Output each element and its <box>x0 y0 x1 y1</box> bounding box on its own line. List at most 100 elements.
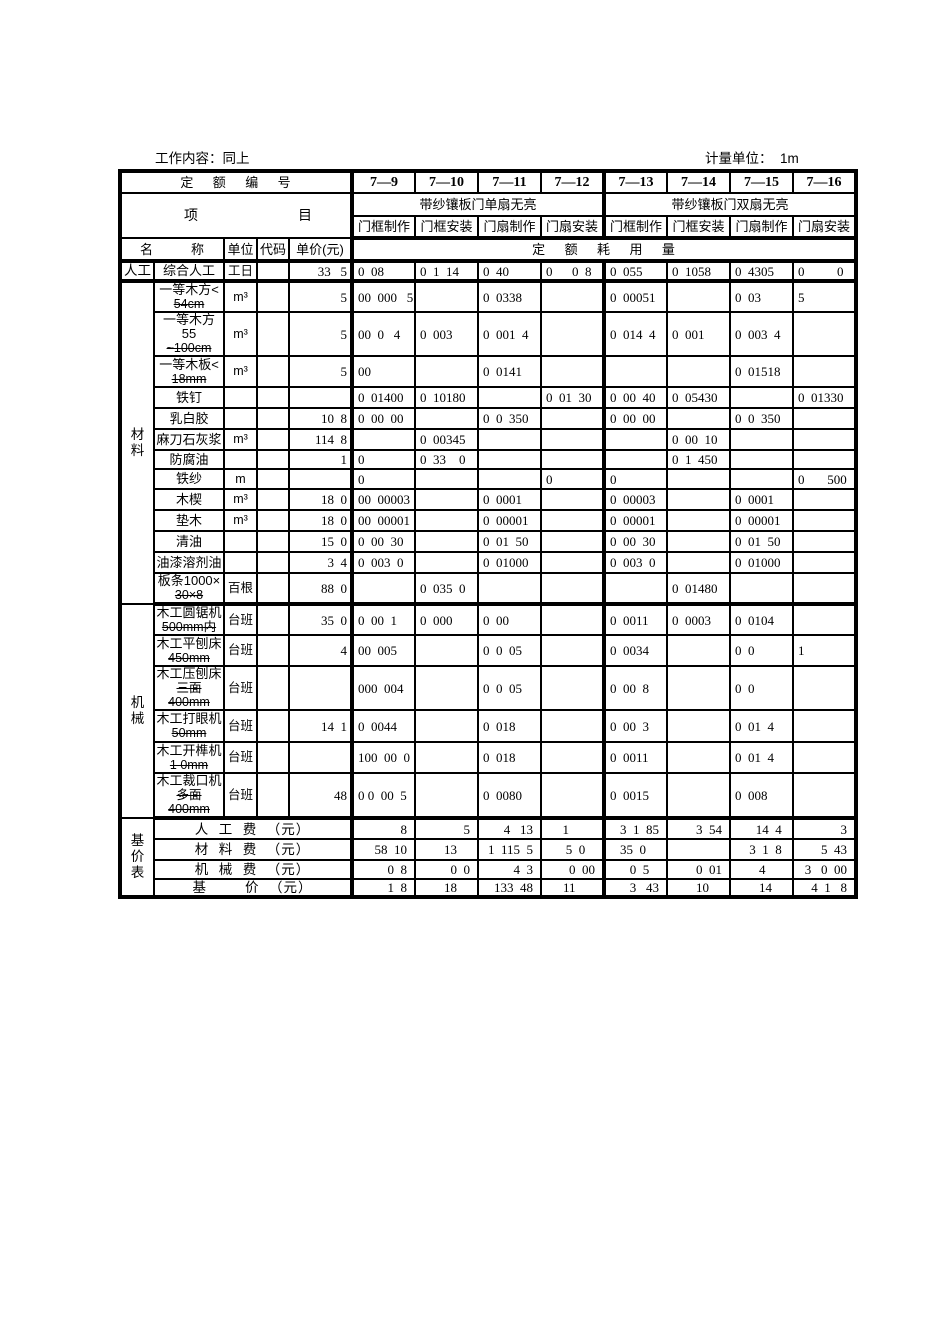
column-header-row: 名 称 单位 代码 单价(元) 定 额 耗 用 量 <box>119 237 858 263</box>
sub-header-row: 门框制作 门框安装 门扇制作 门扇安装 门框制作 门框安装 门扇制作 门扇安装 <box>120 215 858 240</box>
value-cell: 0 035 0 <box>414 572 480 606</box>
price-cell <box>287 468 354 490</box>
value-cell: 11 <box>540 878 606 898</box>
value-cell <box>540 355 606 388</box>
sub-header: 门框制作 <box>602 215 669 240</box>
item-name-line1: 木工平刨床 <box>156 635 222 651</box>
cost-row-label: 机 械 费 （元） <box>152 859 354 880</box>
value-cell <box>414 355 480 388</box>
value-cell: 0 05430 <box>666 386 732 409</box>
value-cell: 0 055 <box>602 260 669 283</box>
item-name: 垫木 <box>153 509 225 532</box>
value-cell: 0 0104 <box>729 603 795 636</box>
value-cell: 0 01400 <box>350 386 417 409</box>
value-cell: 0 <box>602 468 669 490</box>
quota-code: 7—12 <box>540 170 606 194</box>
value-cell <box>729 572 795 606</box>
value-cell: 18 <box>414 878 480 898</box>
value-cell: 0 01000 <box>729 551 795 574</box>
value-cell <box>666 355 732 388</box>
section-label: 人工 <box>119 260 155 283</box>
code-cell <box>256 355 290 388</box>
item-name-line1: 木工压刨床 <box>156 666 222 681</box>
value-cell: 0 00001 <box>477 509 543 532</box>
unit-cell <box>223 449 258 470</box>
work-content-note: 工作内容：同上 <box>155 151 250 166</box>
value-cell <box>540 603 606 636</box>
code-cell <box>256 468 290 490</box>
value-cell <box>414 741 480 774</box>
value-cell: 0 001 <box>666 311 732 357</box>
value-cell <box>477 428 543 451</box>
value-cell: 0 0141 <box>477 355 543 388</box>
value-cell <box>729 386 795 409</box>
value-cell: 0 0001 <box>477 488 543 511</box>
code-cell <box>256 488 290 511</box>
value-cell <box>540 428 606 451</box>
table-row: 麻刀石灰浆 m³ 114 8 0 00345 0 00 10 <box>120 428 858 451</box>
value-cell: 0 01 4 <box>729 741 795 774</box>
item-name: 铁纱 <box>153 468 225 490</box>
value-cell: 133 48 <box>477 878 543 898</box>
value-cell: 0 008 <box>729 772 795 820</box>
value-cell: 35 0 <box>602 838 669 861</box>
value-cell <box>540 449 606 470</box>
value-cell: 0 1 450 <box>666 449 732 470</box>
value-cell: 00 005 <box>350 634 417 667</box>
price-column-label: 单价(元) <box>287 237 354 263</box>
item-name-line1: 乳白胶 <box>169 410 209 426</box>
value-cell: 10 <box>666 878 732 898</box>
code-cell <box>256 665 290 711</box>
value-cell <box>792 407 858 430</box>
value-cell: 4 13 <box>477 817 543 840</box>
quota-table: 定 额 编 号 7—9 7—10 7—11 7—12 7—13 7—14 7—1… <box>118 169 859 899</box>
value-cell: 3 1 85 <box>602 817 669 840</box>
value-cell <box>602 355 669 388</box>
value-cell <box>414 488 480 511</box>
value-cell <box>792 709 858 743</box>
code-cell <box>256 509 290 532</box>
value-cell <box>540 572 606 606</box>
value-cell: 0 0003 <box>666 603 732 636</box>
value-cell: 00 00003 <box>350 488 417 511</box>
table-row: 防腐油 1 0 0 33 0 0 1 450 <box>120 449 858 470</box>
measure-unit-note: 计量单位： 1m <box>705 151 799 166</box>
sub-header: 门框安装 <box>666 215 732 240</box>
value-cell: 4 <box>729 859 795 880</box>
project-group-row: 项 目 带纱镶板门单扇无亮 带纱镶板门双扇无亮 <box>118 192 858 239</box>
price-cell: 5 <box>287 311 354 357</box>
item-name-line1: 木工裁口机 <box>156 773 222 788</box>
value-cell <box>540 530 606 553</box>
value-cell: 0 01480 <box>666 572 732 606</box>
price-cell: 48 <box>287 772 354 820</box>
code-cell <box>256 428 290 451</box>
quota-code: 7—14 <box>666 170 732 194</box>
value-cell <box>477 572 543 606</box>
value-cell: 0 1058 <box>666 260 732 283</box>
value-cell <box>666 468 732 490</box>
value-cell: 1 115 5 <box>477 838 543 861</box>
value-cell <box>414 709 480 743</box>
value-cell: 0 08 <box>350 260 417 283</box>
value-cell <box>666 741 732 774</box>
value-cell: 0 0 <box>414 859 480 880</box>
value-cell: 0 <box>540 468 606 490</box>
value-cell: 0 00 30 <box>602 530 669 553</box>
value-cell: 0 001 4 <box>477 311 543 357</box>
value-cell: 0 <box>350 468 417 490</box>
value-cell <box>792 772 858 820</box>
item-name-line2: 500mm内 <box>161 620 217 634</box>
value-cell: 5 0 <box>540 838 606 861</box>
value-cell <box>792 509 858 532</box>
code-cell <box>256 407 290 430</box>
value-cell <box>350 428 417 451</box>
value-cell: 14 4 <box>729 817 795 840</box>
price-cell: 88 0 <box>287 572 354 606</box>
code-cell <box>256 741 290 774</box>
unit-cell: 台班 <box>223 772 258 820</box>
unit-cell: m <box>223 468 258 490</box>
